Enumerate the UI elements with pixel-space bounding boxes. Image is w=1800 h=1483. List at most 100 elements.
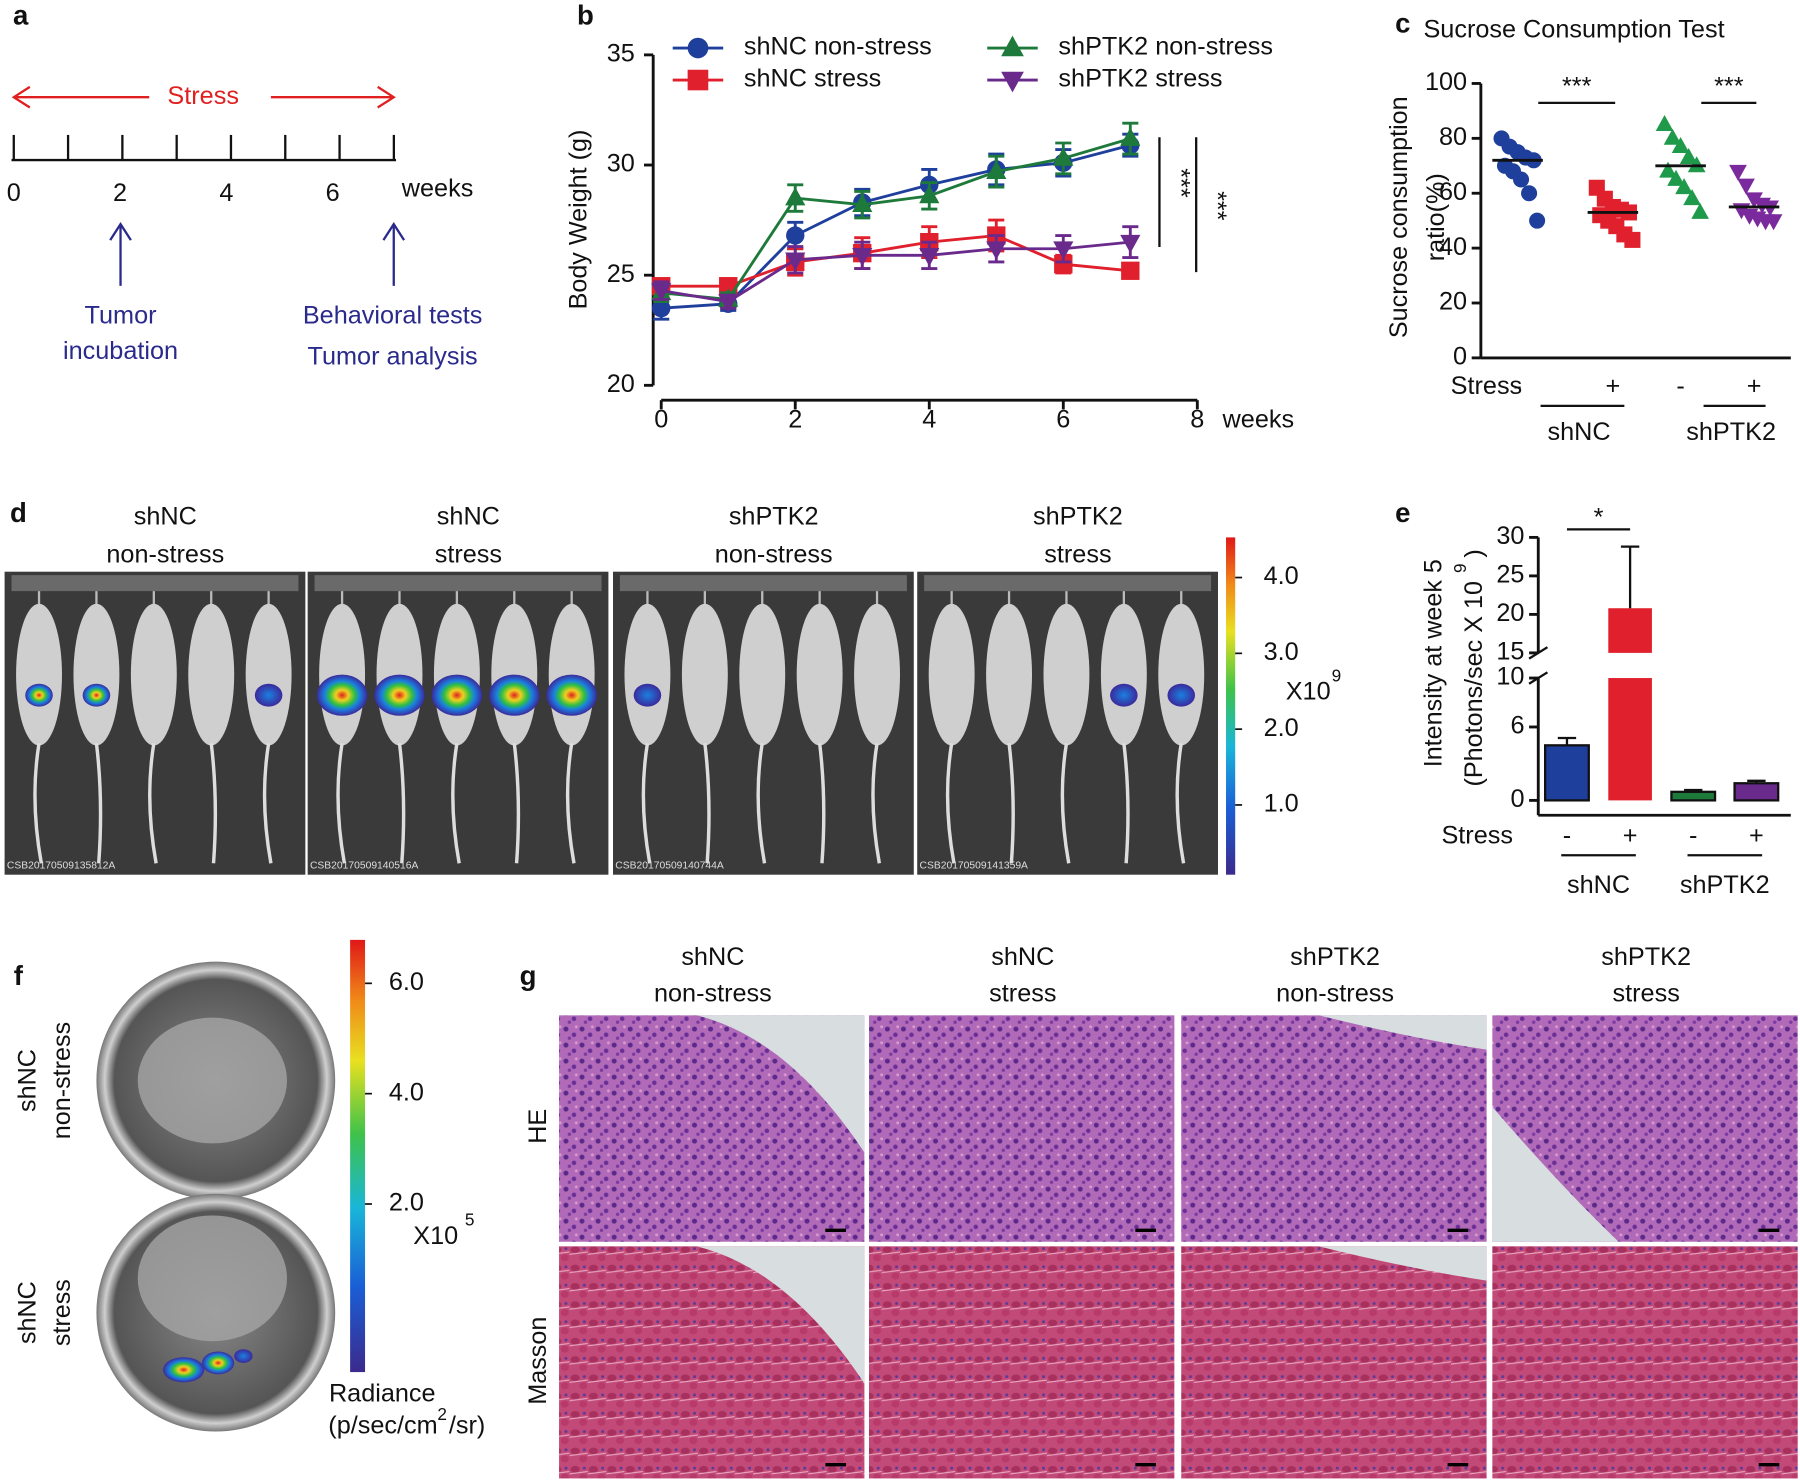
legend-label: shNC stress <box>744 65 881 93</box>
row-label: shNC <box>13 1049 41 1112</box>
photo-bar <box>619 575 907 592</box>
significance: *** <box>1714 73 1744 101</box>
column-title: shNC <box>681 943 744 971</box>
timeline-label: 4 <box>219 179 233 207</box>
mouse-tail <box>1175 742 1186 864</box>
signal <box>234 1349 253 1363</box>
event-label: Behavioral tests <box>303 301 483 329</box>
legend-marker <box>1001 35 1024 57</box>
y-axis-label: ) <box>1460 549 1488 557</box>
significance: *** <box>1203 191 1231 221</box>
photo-bar <box>11 575 299 592</box>
y-tick-label: 25 <box>1496 561 1524 589</box>
group-label: shPTK2 <box>1686 418 1776 446</box>
histology-image <box>1492 1246 1798 1479</box>
photo-id: CSB20170509141359A <box>920 860 1029 871</box>
marker <box>1513 171 1530 188</box>
y-axis-label: ratio(%) <box>1422 173 1450 261</box>
marker <box>785 252 806 271</box>
group-label: shPTK2 <box>1680 871 1770 899</box>
y-tick-label: 0 <box>1510 785 1524 813</box>
x-tick-label: 6 <box>1056 405 1070 433</box>
marker <box>919 248 940 267</box>
marker <box>1120 127 1141 146</box>
column-title: non-stress <box>106 540 224 568</box>
x-tick-label: + <box>1623 822 1638 850</box>
photo-id: CSB20170509140516A <box>310 860 419 871</box>
y-tick-label: 40 <box>1439 233 1467 261</box>
tissue <box>137 1017 287 1144</box>
marker <box>919 184 940 204</box>
colorbar <box>350 939 366 1373</box>
y-tick-label: 20 <box>1439 288 1467 316</box>
panel-label: b <box>577 0 594 30</box>
event-label: Tumor analysis <box>308 343 478 371</box>
mouse-tail <box>397 743 406 864</box>
x-tick-label: 8 <box>1190 405 1204 433</box>
mouse <box>986 603 1033 746</box>
background <box>1492 1106 1619 1242</box>
mouse <box>624 603 671 746</box>
bar <box>1608 678 1652 801</box>
mouse-tail <box>1060 742 1071 864</box>
signal <box>374 674 425 716</box>
histology-image <box>1181 1015 1487 1242</box>
y-tick-label: 60 <box>1439 178 1467 206</box>
y-tick-label: 15 <box>1496 638 1524 666</box>
marker <box>1764 214 1783 231</box>
colorbar-label: 2.0 <box>1264 714 1299 742</box>
mouse-tail <box>703 743 711 864</box>
arrow-head <box>382 221 406 241</box>
legend-label: shNC non-stress <box>744 33 932 61</box>
mouse-tail <box>817 743 826 864</box>
marker <box>1054 255 1073 274</box>
y-tick-label: 30 <box>607 150 635 178</box>
arrow-head <box>109 221 132 241</box>
mouse <box>130 603 177 746</box>
tissue <box>137 1215 287 1342</box>
marker <box>1683 189 1701 206</box>
marker <box>852 248 873 267</box>
legend-marker <box>1001 71 1024 93</box>
signal <box>633 683 662 707</box>
photo-id: CSB20170509140744A <box>615 860 724 871</box>
group-label: shNC <box>1567 871 1630 899</box>
column-title: shNC <box>991 943 1054 971</box>
marker <box>652 299 671 318</box>
colorbar-label: 1.0 <box>1264 790 1299 818</box>
marker <box>1679 147 1698 164</box>
event-label: incubation <box>63 337 178 365</box>
legend-marker <box>687 37 709 59</box>
arrow-head <box>11 85 31 109</box>
marker <box>1521 185 1538 202</box>
colorbar-label: 3.0 <box>1264 638 1299 666</box>
y-axis-label: (Photons/sec X 10 <box>1460 581 1488 786</box>
x-tick-label: - <box>1513 372 1521 400</box>
marker <box>1671 136 1690 153</box>
timeline-label: 2 <box>113 179 127 207</box>
marker <box>1624 231 1641 248</box>
bar <box>1733 782 1780 802</box>
signal <box>316 674 368 716</box>
column-title: non-stress <box>654 979 772 1007</box>
background <box>696 1015 865 1153</box>
marker <box>986 241 1007 260</box>
significance: *** <box>1166 168 1194 198</box>
mouse-tail <box>871 742 882 864</box>
y-axis-label: Sucrose consumption <box>1385 96 1413 338</box>
y-axis-label: Body Weight (g) <box>564 130 592 310</box>
column-title: shPTK2 <box>1601 943 1691 971</box>
x-tick-label: - <box>1563 822 1571 850</box>
mouse-tail <box>945 742 956 864</box>
y-tick-label: 100 <box>1425 68 1467 96</box>
legend-label: shPTK2 stress <box>1058 65 1222 93</box>
colorbar-scale: X10 <box>413 1222 458 1250</box>
marker <box>1761 200 1779 217</box>
mouse-tail <box>33 742 44 864</box>
significance: *** <box>1562 73 1592 101</box>
marker <box>1120 234 1141 254</box>
mouse-tail <box>262 742 273 864</box>
mouse <box>739 603 786 746</box>
